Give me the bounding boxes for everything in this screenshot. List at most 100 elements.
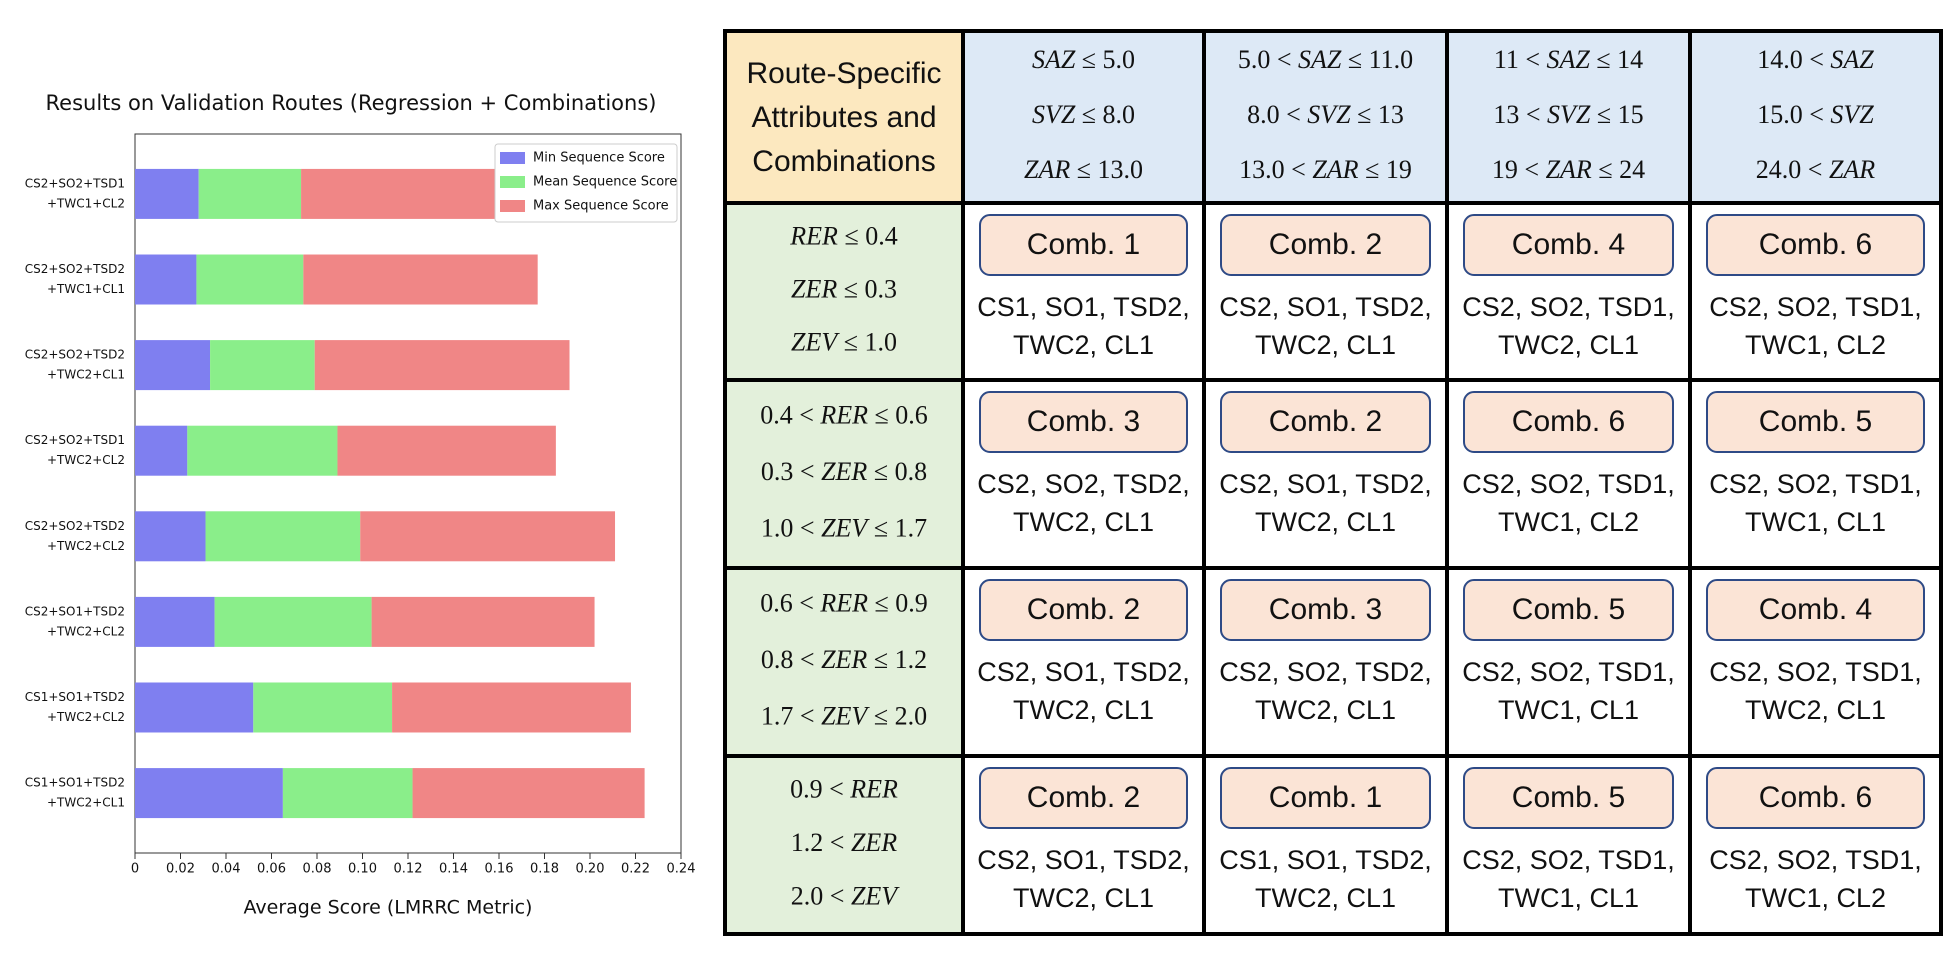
math-part: ≤ 0.8 — [867, 457, 927, 486]
legend-label: Mean Sequence Score — [533, 175, 677, 190]
comb-label: Comb. 5 — [1759, 405, 1872, 438]
comb-box — [979, 579, 1188, 641]
cell-text: CS1, SO1, TSD2, — [977, 292, 1190, 322]
column-header-bg — [1204, 31, 1447, 203]
y-tick-label: CS2+SO2+TSD1 — [25, 176, 125, 190]
column-header-bg — [963, 31, 1204, 203]
comb-label: Comb. 2 — [1027, 781, 1140, 814]
column-header: 8.0 < SVZ ≤ 13 — [1247, 100, 1404, 129]
math-part: ≤ 2.0 — [867, 701, 927, 730]
corner-text: Route-Specific — [746, 57, 941, 90]
bar-segment — [135, 768, 283, 819]
x-tick-label: 0.04 — [212, 862, 241, 877]
comb-label: Comb. 5 — [1512, 593, 1625, 626]
x-axis-label: Average Score (LMRRC Metric) — [244, 897, 533, 919]
y-tick-label: CS1+SO1+TSD2 — [25, 690, 125, 704]
comb-label: Comb. 6 — [1512, 405, 1625, 438]
cell-text: TWC2, CL1 — [1013, 883, 1154, 913]
comb-label: Comb. 5 — [1512, 781, 1625, 814]
math-part: ≤ 13.0 — [1070, 155, 1143, 184]
x-tick-label: 0.24 — [667, 862, 696, 877]
bar-segment — [135, 682, 254, 733]
comb-label: Comb. 6 — [1759, 781, 1872, 814]
comb-label: Comb. 1 — [1027, 228, 1140, 261]
x-tick-label: 0.14 — [439, 862, 468, 877]
row-header: 0.6 < RER ≤ 0.9 — [760, 589, 928, 618]
bar-segment — [135, 168, 199, 219]
math-part: ≤ 1.0 — [837, 328, 897, 357]
bar-segment — [135, 340, 211, 391]
math-part: ZEV — [821, 701, 870, 730]
comb-box — [1706, 214, 1925, 276]
legend: Min Sequence Score Mean Sequence Score Max… — [494, 143, 678, 223]
math-part: ZER — [821, 645, 867, 674]
legend-label: Max Sequence Score — [533, 199, 669, 214]
column-header: 5.0 < SAZ ≤ 11.0 — [1238, 45, 1413, 74]
math-part: ZEV — [821, 513, 870, 542]
corner-text: Attributes and — [751, 101, 936, 134]
column-header: 19 < ZAR ≤ 24 — [1492, 155, 1645, 184]
bar-segment — [135, 596, 215, 647]
comb-label: Comb. 4 — [1759, 593, 1872, 626]
cell-text: TWC1, CL1 — [1745, 507, 1886, 537]
bar-segment — [187, 425, 338, 476]
math-part: SAZ — [1032, 45, 1076, 74]
row-header: 0.9 < RER — [790, 775, 898, 804]
chart-title: Results on Validation Routes (Regression… — [46, 91, 657, 115]
column-header: SVZ ≤ 8.0 — [1032, 100, 1135, 129]
comb-box — [1220, 391, 1431, 453]
math-part: ZER — [851, 828, 897, 857]
math-part: ≤ 0.9 — [868, 589, 928, 618]
table: Route-Specific Attributes and Combinations… — [723, 29, 1943, 936]
legend-swatch — [500, 200, 525, 212]
math-part: ZAR — [1024, 155, 1070, 184]
math-part: 0.9 < — [790, 775, 850, 804]
comb-label: Comb. 3 — [1027, 405, 1140, 438]
math-part: 0.6 < — [760, 589, 820, 618]
bar-segment — [337, 425, 556, 476]
column-header: 13.0 < ZAR ≤ 19 — [1239, 155, 1412, 184]
bar-segment — [135, 254, 197, 305]
math-part: ≤ 0.4 — [838, 221, 898, 250]
corner-bg — [725, 31, 963, 203]
x-tick-label: 0 — [131, 862, 139, 877]
comb-label: Comb. 3 — [1269, 593, 1382, 626]
cell-text: CS2, SO2, TSD1, — [1709, 469, 1922, 499]
math-part: RER — [819, 589, 868, 618]
cell-text: CS2, SO2, TSD1, — [1462, 292, 1675, 322]
cell-text: TWC1, CL1 — [1498, 883, 1639, 913]
math-part: 14.0 < — [1757, 45, 1830, 74]
x-tick-label: 0.08 — [303, 862, 332, 877]
bar-segment — [282, 768, 413, 819]
cell-text: CS2, SO2, TSD1, — [1709, 657, 1922, 687]
comb-box — [1463, 767, 1674, 829]
column-header: 15.0 < SVZ — [1757, 100, 1874, 129]
row-header: ZEV ≤ 1.0 — [791, 328, 897, 357]
math-part: ZER — [791, 274, 837, 303]
cell-text: CS2, SO2, TSD2, — [977, 469, 1190, 499]
cell-text: TWC2, CL1 — [1013, 695, 1154, 725]
y-tick-label: +TWC2+CL1 — [47, 368, 125, 382]
comb-box — [979, 391, 1188, 453]
row-header: 1.2 < ZER — [791, 828, 898, 857]
math-part: 24.0 < — [1756, 155, 1829, 184]
math-part: 1.7 < — [761, 701, 821, 730]
math-part: ≤ 11.0 — [1341, 45, 1413, 74]
comb-label: Comb. 2 — [1269, 405, 1382, 438]
y-tick-label: +TWC2+CL2 — [47, 624, 125, 638]
math-part: 8.0 < — [1247, 100, 1307, 129]
bar-segment — [198, 168, 302, 219]
bar-segment — [392, 682, 631, 733]
y-tick-label: +TWC2+CL2 — [47, 453, 125, 467]
math-part: 19 < — [1492, 155, 1546, 184]
comb-box — [1706, 767, 1925, 829]
math-part: ZAR — [1312, 155, 1358, 184]
row-header: ZER ≤ 0.3 — [791, 274, 897, 303]
y-tick-label: +TWC2+CL1 — [47, 796, 125, 810]
math-part: RER — [819, 401, 868, 430]
math-part: ≤ 1.2 — [867, 645, 927, 674]
y-tick-label: +TWC2+CL2 — [47, 710, 125, 724]
y-tick-label: +TWC1+CL1 — [47, 282, 125, 296]
cell-text: TWC1, CL2 — [1745, 883, 1886, 913]
bar-segment — [135, 425, 188, 476]
